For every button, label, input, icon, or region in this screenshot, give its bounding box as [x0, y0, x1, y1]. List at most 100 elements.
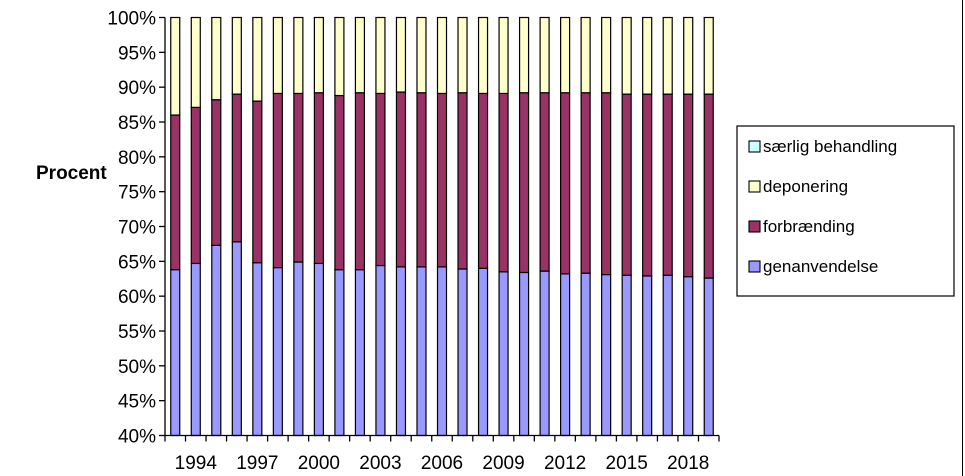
bar-segment-forbrænding: [354, 92, 366, 271]
x-tick-label: 2006: [421, 453, 463, 474]
bar-segment-genanvendelse: [436, 266, 448, 437]
bar-segment-deponering: [231, 16, 242, 95]
y-tick-label: 60%: [118, 287, 156, 308]
x-tick-label: 1994: [175, 453, 218, 474]
x-tick-label: 2018: [667, 453, 709, 474]
x-axis: 1994 1997 2000 2003 2006 2009 2012 2015 2018: [164, 434, 720, 474]
bar-segment-deponering: [518, 16, 530, 94]
bar-segment-genanvendelse: [662, 274, 673, 437]
bar-segment-forbrænding: [601, 92, 612, 276]
bar-segment-forbrænding: [252, 100, 263, 264]
bar-segment-genanvendelse: [621, 274, 632, 437]
y-tick-label: 90%: [118, 78, 156, 99]
bar-segment-genanvendelse: [518, 271, 530, 437]
bar-segment-forbrænding: [662, 93, 673, 276]
bar-segment-deponering: [395, 16, 407, 93]
y-tick-label: 65%: [118, 252, 156, 273]
bar-segment-deponering: [621, 16, 632, 95]
bar-segment-forbrænding: [477, 92, 489, 269]
bar-segment-genanvendelse: [395, 266, 407, 437]
bar-segment-genanvendelse: [211, 244, 222, 437]
bar-segment-deponering: [416, 16, 427, 94]
bar-segment-genanvendelse: [477, 267, 489, 437]
bar-segment-deponering: [580, 16, 591, 94]
bar-segment-forbrænding: [560, 92, 571, 275]
bar-segment-genanvendelse: [231, 241, 242, 437]
bar-segment-genanvendelse: [498, 271, 509, 437]
bar-segment-deponering: [662, 16, 673, 95]
legend: særlig behandling deponering forbrænding ge…: [736, 125, 955, 297]
legend-swatch: [748, 140, 761, 153]
bar-segment-deponering: [477, 16, 489, 95]
bar-segment-deponering: [252, 16, 263, 102]
bar-segment-forbrænding: [334, 94, 345, 271]
plot-area: [170, 16, 714, 437]
x-tick-label: 1997: [236, 453, 278, 474]
bar-segment-forbrænding: [170, 114, 181, 271]
y-axis: 40% 45% 50% 55% 60% 65% 70% 75% 80% 85% 90% 95% 100%: [107, 9, 166, 448]
legend-swatch: [748, 220, 761, 233]
bar-segment-forbrænding: [436, 92, 448, 268]
bar-segment-forbrænding: [231, 93, 242, 243]
bar-segment-genanvendelse: [375, 264, 386, 437]
bar-segment-deponering: [436, 16, 448, 95]
bar-segment-deponering: [272, 16, 283, 95]
bar-segment-forbrænding: [272, 92, 283, 269]
bar-segment-deponering: [703, 16, 714, 95]
legend-swatch: [748, 180, 761, 193]
bar-segment-genanvendelse: [272, 267, 283, 437]
bar-segment-genanvendelse: [354, 269, 366, 437]
bar-segment-genanvendelse: [334, 269, 345, 437]
bar-segment-forbrænding: [375, 92, 386, 267]
bar-segment-genanvendelse: [416, 266, 427, 437]
bar-segment-forbrænding: [313, 92, 324, 265]
bar-segment-genanvendelse: [457, 268, 468, 437]
bar-segment-forbrænding: [498, 92, 509, 273]
legend-swatch: [748, 260, 761, 273]
bar-segment-deponering: [457, 16, 468, 94]
legend-label: særlig behandling: [763, 137, 897, 156]
y-tick-label: 45%: [118, 392, 156, 413]
x-tick-label: 2012: [544, 453, 586, 474]
bar-segment-genanvendelse: [252, 262, 263, 437]
bar-segment-genanvendelse: [580, 272, 591, 437]
y-axis-label: Procent: [36, 163, 107, 184]
legend-label: genanvendelse: [763, 257, 878, 276]
y-tick-label: 50%: [118, 357, 156, 378]
x-tick-label: 2009: [482, 453, 524, 474]
bar-segment-forbrænding: [580, 92, 591, 274]
bar-segment-deponering: [642, 16, 653, 95]
y-tick-label: 55%: [118, 322, 156, 343]
y-tick-label: 75%: [118, 183, 156, 204]
bar-segment-forbrænding: [293, 92, 304, 263]
right-border-line: [962, 0, 963, 476]
bar-segment-genanvendelse: [560, 273, 571, 437]
bar-segment-forbrænding: [703, 93, 714, 279]
y-tick-label: 40%: [118, 427, 156, 448]
bar-segment-genanvendelse: [313, 262, 324, 437]
bar-segment-deponering: [293, 16, 304, 95]
bar-segment-deponering: [313, 16, 324, 94]
legend-label: deponering: [763, 177, 848, 196]
x-tick-label: 2015: [606, 453, 648, 474]
bar-segment-genanvendelse: [683, 276, 694, 437]
bar-segment-deponering: [498, 16, 509, 95]
bar-segment-genanvendelse: [170, 269, 181, 437]
legend-label: forbrænding: [763, 217, 855, 236]
bar-segment-forbrænding: [416, 92, 427, 268]
bar-segment-genanvendelse: [601, 273, 612, 437]
bar-segment-genanvendelse: [642, 275, 653, 437]
bar-segment-forbrænding: [518, 92, 530, 274]
bar-segment-deponering: [539, 16, 550, 94]
bar-segment-genanvendelse: [539, 270, 550, 437]
bar-segment-genanvendelse: [190, 262, 201, 437]
bar-segment-deponering: [375, 16, 386, 95]
y-tick-label: 85%: [118, 113, 156, 134]
bar-segment-forbrænding: [683, 93, 694, 278]
y-tick-label: 100%: [107, 9, 156, 30]
bar-segment-forbrænding: [642, 93, 653, 277]
bar-segment-forbrænding: [621, 93, 632, 276]
bar-segment-forbrænding: [395, 91, 407, 268]
bar-segment-genanvendelse: [293, 261, 304, 437]
